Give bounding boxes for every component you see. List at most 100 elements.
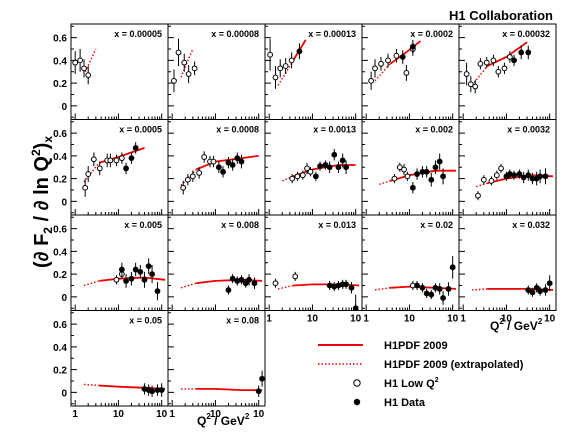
panel-plot-area (374, 255, 457, 305)
panel-plot-area (83, 258, 166, 301)
h1-data-point (255, 388, 262, 395)
low-q2-point (294, 173, 301, 180)
h1-data-point (423, 168, 430, 175)
legend-label-extrapolated: H1PDF 2009 (extrapolated) (384, 359, 524, 371)
h1-data-point (137, 268, 144, 275)
low-q2-point (72, 59, 79, 66)
low-q2-point (403, 69, 410, 76)
y-tick-label: 0 (61, 102, 67, 113)
low-q2-point (495, 68, 502, 75)
h1-data-point (399, 54, 406, 60)
h1-data-point (352, 305, 359, 311)
low-q2-point (77, 57, 84, 64)
panel-plot-area (180, 274, 263, 295)
panel-8: x = 0.0013 (264, 119, 363, 216)
fit-curve-extrapolated (374, 287, 391, 291)
fit-curve-extrapolated (84, 48, 97, 73)
x-tick-label: 10 (253, 409, 265, 420)
panel-14: 1 10 10 x = 0.02 (361, 214, 460, 325)
low-q2-point (180, 184, 187, 191)
low-q2-point (483, 59, 490, 66)
panel-x-label: x = 0.0008 (216, 125, 259, 135)
low-q2-point (288, 57, 295, 64)
panel-x-label: x = 0.02 (420, 220, 453, 230)
h1-data-point (409, 43, 416, 50)
fit-curve-extrapolated (277, 60, 294, 86)
y-label-close: ) (31, 143, 53, 150)
fit-curve-extrapolated (83, 383, 100, 387)
low-q2-point (493, 172, 500, 179)
h1-data-point (259, 375, 265, 382)
h1-data-point (511, 172, 517, 179)
h1-data-point (445, 285, 452, 292)
y-tick-label: 0.2 (53, 175, 67, 186)
low-q2-point (467, 81, 474, 88)
low-q2-point (480, 176, 487, 183)
h1-data-point (225, 287, 232, 293)
panel-2: x = 0.00008 (167, 23, 266, 120)
y-tick-label: 0 (61, 197, 67, 208)
panel-x-label: x = 0.008 (221, 220, 259, 230)
panel-16: 0 0.2 0.4 0.6 1 10 10 x = 0.05 (53, 310, 169, 420)
panel-x-label: x = 0.00013 (308, 29, 356, 39)
low-q2-point (189, 173, 196, 180)
h1-data-point (132, 145, 139, 151)
panel-plot-area (281, 149, 356, 184)
low-q2-point (267, 51, 274, 58)
low-q2-point (463, 71, 470, 77)
h1-data-point (215, 164, 222, 171)
x-tick-label: 10 (544, 314, 556, 325)
low-q2-point (385, 57, 391, 64)
panel-plot-area (272, 271, 360, 311)
low-q2-point (307, 168, 314, 175)
h1-data-point (220, 168, 226, 175)
low-q2-point (372, 65, 378, 72)
h1-data-point (296, 48, 303, 55)
h1-data-point (419, 284, 426, 291)
h1-data-point (238, 276, 245, 283)
low-q2-point (368, 77, 375, 84)
h1-data-point (154, 288, 161, 295)
h1-data-point (537, 288, 543, 295)
x-tick-label: 10 (113, 409, 125, 420)
low-q2-point (171, 77, 177, 84)
panel-plot-area (475, 163, 554, 201)
h1-data-point (229, 275, 236, 282)
panel-plot-area (368, 39, 422, 90)
panel-4: x = 0.0002 (361, 23, 460, 120)
h1-data-point (128, 155, 135, 162)
y-tick-label: 0.2 (53, 270, 67, 281)
panel-x-label: x = 0.00008 (211, 29, 259, 39)
h1-data-point (132, 266, 139, 273)
low-q2-point (289, 175, 296, 182)
legend-label-low-q2: H1 Low Q2 (384, 377, 439, 390)
h1-data-point (518, 49, 525, 56)
y-label-mid: / ∂ ln Q (31, 156, 53, 227)
low-q2-point (201, 154, 208, 160)
low-q2-point (501, 65, 508, 72)
h1-data-point (335, 164, 342, 171)
h1-data-point (118, 266, 125, 273)
fit-curve-extrapolated (471, 65, 488, 86)
y-tick-label: 0.6 (53, 34, 67, 45)
low-q2-point (181, 59, 188, 66)
low-q2-point (113, 157, 120, 164)
x-tick-label: 10 (350, 314, 362, 325)
fit-curve-extrapolated (83, 280, 100, 287)
low-q2-point (472, 83, 479, 90)
h1-data-point (343, 164, 349, 171)
h1-data-point (343, 281, 349, 288)
low-q2-point (85, 171, 92, 177)
low-q2-point (113, 276, 120, 283)
panel-plot-area (463, 41, 532, 94)
h1-data-point (432, 164, 439, 171)
low-q2-point (506, 54, 513, 60)
low-q2-point (498, 165, 504, 172)
legend-filled-circle-marker (353, 398, 361, 406)
fit-curve-extrapolated (180, 282, 197, 289)
y-tick-label: 0.4 (53, 343, 67, 354)
low-q2-point (118, 155, 125, 162)
panel-13: 1 10 10 x = 0.013 (264, 214, 363, 325)
low-q2-point (191, 65, 198, 72)
y-tick-label: 0.4 (53, 152, 67, 163)
